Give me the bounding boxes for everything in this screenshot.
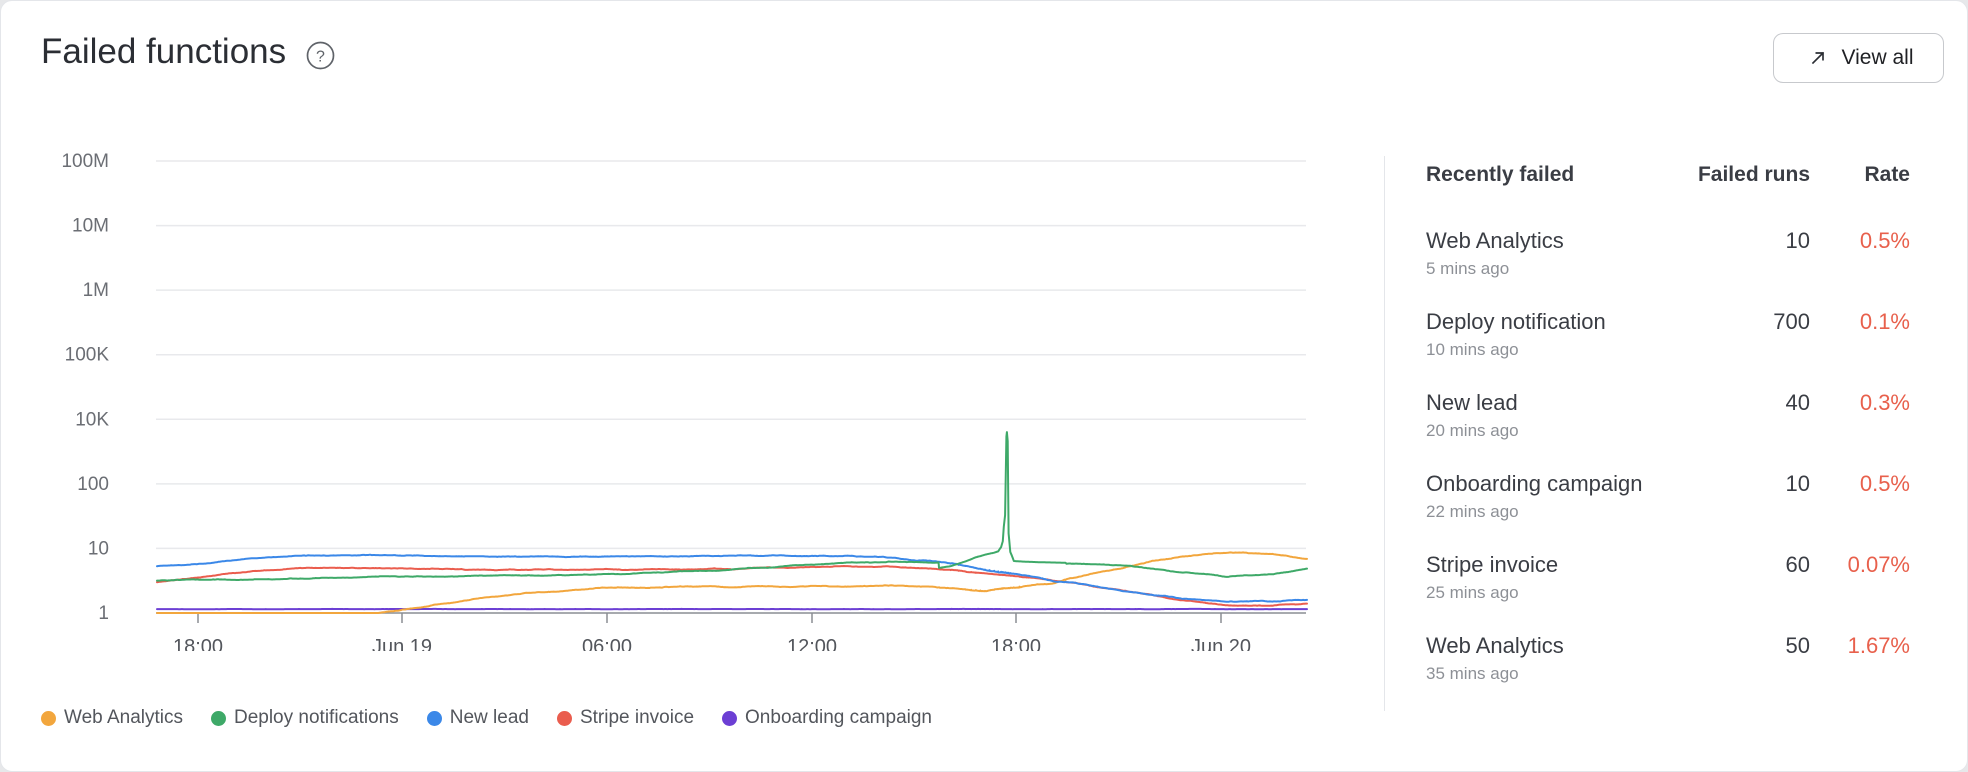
svg-text:10: 10	[88, 538, 109, 559]
svg-text:06:00: 06:00	[582, 636, 632, 651]
svg-text:100: 100	[77, 474, 109, 495]
svg-text:1M: 1M	[83, 280, 109, 301]
svg-text:100K: 100K	[65, 345, 110, 366]
svg-text:10K: 10K	[75, 409, 109, 430]
svg-text:18:00: 18:00	[991, 636, 1041, 651]
svg-text:12:00: 12:00	[787, 636, 837, 651]
svg-text:Jun 20: Jun 20	[1191, 636, 1251, 651]
svg-text:Jun 19: Jun 19	[372, 636, 432, 651]
svg-text:18:00: 18:00	[173, 636, 223, 651]
svg-text:100M: 100M	[61, 151, 109, 172]
svg-text:1: 1	[98, 603, 109, 624]
svg-text:10M: 10M	[72, 216, 109, 237]
